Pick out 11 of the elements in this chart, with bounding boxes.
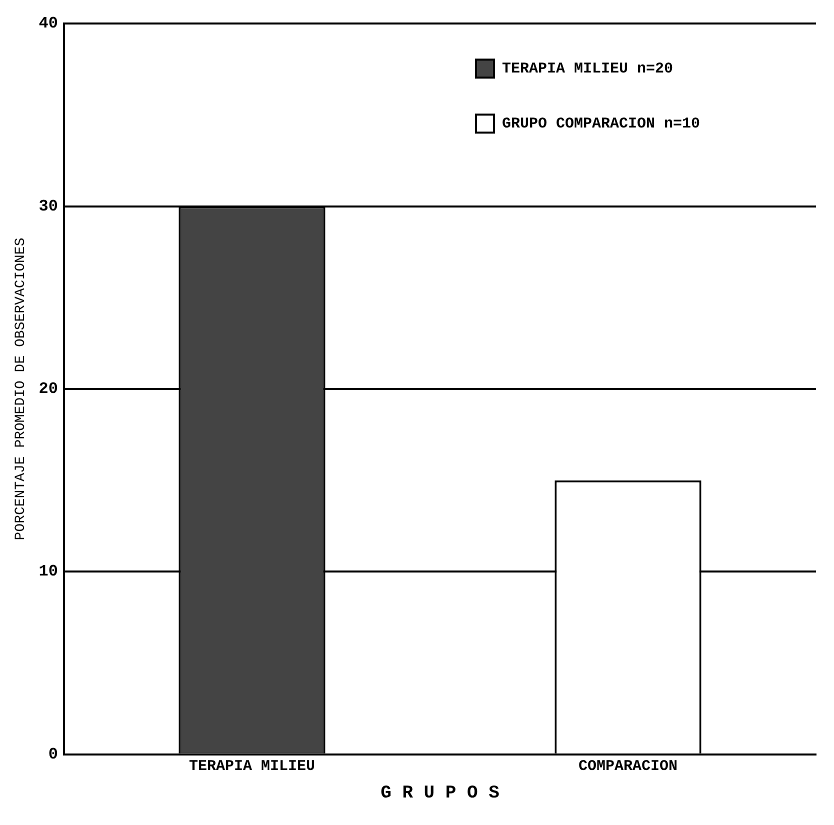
y-axis-title: PORCENTAJE PROMEDIO DE OBSERVACIONES (13, 238, 30, 540)
y-tick-label: 10 (38, 562, 58, 581)
y-tick-label: 30 (38, 197, 58, 216)
y-tick-label: 0 (48, 745, 58, 764)
x-tick-label: COMPARACION (578, 758, 678, 776)
y-tick-label: 40 (38, 14, 58, 33)
legend-label: TERAPIA MILIEU n=20 (502, 60, 674, 78)
legend-label: GRUPO COMPARACION n=10 (502, 115, 700, 132)
x-tick-label: TERAPIA MILIEU (188, 758, 316, 776)
y-tick-label: 20 (38, 380, 58, 398)
x-axis-title: G R U P O S (380, 784, 500, 804)
